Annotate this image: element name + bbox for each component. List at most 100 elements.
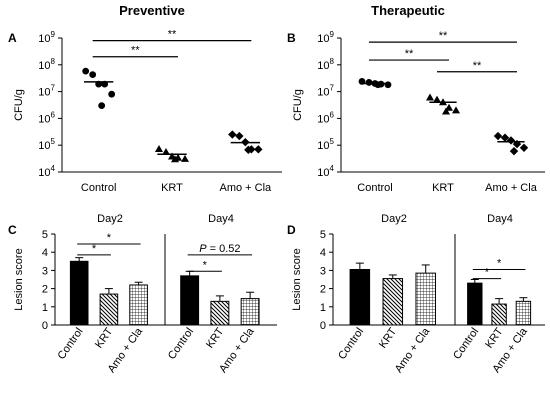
data-point — [384, 81, 392, 89]
bar — [99, 293, 119, 326]
y-tick-label: 104 — [38, 164, 55, 179]
bar — [491, 303, 507, 326]
y-axis-label: CFU/g — [13, 89, 25, 121]
y-tick-label: 109 — [38, 30, 55, 45]
significance-label: * — [203, 259, 208, 271]
panel-label: C — [8, 223, 17, 237]
significance-label: ** — [131, 45, 140, 57]
data-point — [108, 90, 116, 98]
y-tick-label: 107 — [38, 84, 55, 99]
significance-label: * — [497, 257, 502, 269]
x-category-label: Control — [451, 326, 481, 362]
x-category-label: KRT — [161, 182, 183, 194]
y-tick-label: 109 — [317, 30, 334, 45]
y-tick-label: 2 — [320, 284, 326, 296]
y-tick-label: 3 — [42, 265, 48, 277]
bar — [69, 260, 89, 326]
data-point — [89, 71, 97, 79]
y-tick-label: 106 — [317, 110, 334, 125]
data-point — [374, 81, 382, 89]
y-tick-label: 5 — [42, 229, 48, 241]
y-tick-label: 108 — [317, 57, 334, 72]
significance-label: ** — [439, 30, 448, 42]
header-preventive: Preventive — [119, 3, 185, 18]
y-tick-label: 105 — [317, 137, 334, 152]
y-tick-label: 5 — [320, 229, 326, 241]
data-point — [365, 79, 373, 86]
y-tick-label: 105 — [38, 137, 55, 152]
day-title: Day2 — [381, 213, 407, 225]
x-category-label: Amo + Cla — [485, 182, 538, 194]
y-tick-label: 2 — [42, 284, 48, 296]
y-axis-label: Lesion score — [291, 248, 303, 310]
data-point — [244, 145, 253, 155]
data-point — [228, 130, 237, 139]
data-point — [445, 103, 453, 111]
x-category-label: KRT — [432, 182, 454, 194]
bar — [467, 282, 483, 326]
x-category-label: KRT — [93, 326, 115, 351]
y-tick-label: 0 — [320, 320, 326, 332]
day-title: Day2 — [97, 213, 123, 225]
data-point — [181, 154, 189, 162]
panel-label: D — [287, 223, 296, 237]
bar — [240, 298, 260, 326]
y-tick-label: 106 — [38, 110, 55, 125]
significance-label: * — [107, 232, 112, 244]
y-tick-label: 1 — [320, 302, 326, 314]
data-point — [82, 67, 90, 75]
significance-label: * — [92, 243, 97, 255]
day-title: Day4 — [487, 213, 513, 225]
bar — [382, 278, 404, 326]
data-point — [500, 133, 510, 142]
data-point — [235, 131, 244, 141]
x-category-label: Amo + Cla — [219, 182, 272, 194]
y-tick-label: 1 — [42, 302, 48, 314]
day-title: Day4 — [208, 213, 234, 225]
significance-label: ** — [168, 29, 177, 41]
data-point — [358, 78, 366, 85]
data-point — [98, 102, 106, 110]
bar — [129, 284, 148, 326]
y-tick-label: 0 — [42, 320, 48, 332]
x-category-label: KRT — [377, 326, 399, 351]
y-tick-label: 3 — [320, 265, 326, 277]
data-point — [442, 107, 450, 115]
data-point — [452, 106, 460, 114]
data-point — [241, 137, 250, 147]
y-tick-label: 107 — [317, 84, 334, 99]
y-tick-label: 4 — [320, 247, 326, 259]
significance-label: P = 0.52 — [199, 243, 240, 255]
data-point — [254, 145, 263, 154]
panel-label: A — [8, 31, 17, 45]
data-point — [439, 98, 447, 106]
header-therapeutic: Therapeutic — [371, 3, 445, 18]
data-point — [171, 155, 179, 163]
data-point — [155, 145, 163, 153]
significance-label: ** — [405, 48, 414, 60]
y-axis-label: Lesion score — [13, 248, 25, 310]
data-point — [512, 139, 522, 149]
bar — [415, 272, 436, 326]
bar — [349, 268, 371, 326]
bar — [515, 300, 532, 326]
panel-a-chart: A CFU/g 104 105 106 107 108 109 Control KRT Amo + … — [8, 29, 282, 194]
y-tick-label: 4 — [42, 247, 48, 259]
bar — [210, 300, 230, 326]
data-point — [162, 147, 170, 155]
significance-label: ** — [473, 60, 482, 72]
data-point — [509, 146, 519, 156]
bar — [180, 275, 200, 326]
data-point — [426, 93, 434, 101]
panel-b-chart: B CFU/g 104 105 106 107 108 109 Control KRT Amo + … — [287, 30, 545, 194]
y-axis-label: CFU/g — [292, 89, 304, 121]
y-tick-label: 104 — [317, 164, 334, 179]
significance-label: * — [485, 267, 490, 279]
x-category-label: KRT — [204, 326, 226, 351]
x-category-label: Control — [166, 326, 196, 362]
data-point — [101, 80, 109, 88]
x-category-label: Control — [81, 182, 116, 194]
